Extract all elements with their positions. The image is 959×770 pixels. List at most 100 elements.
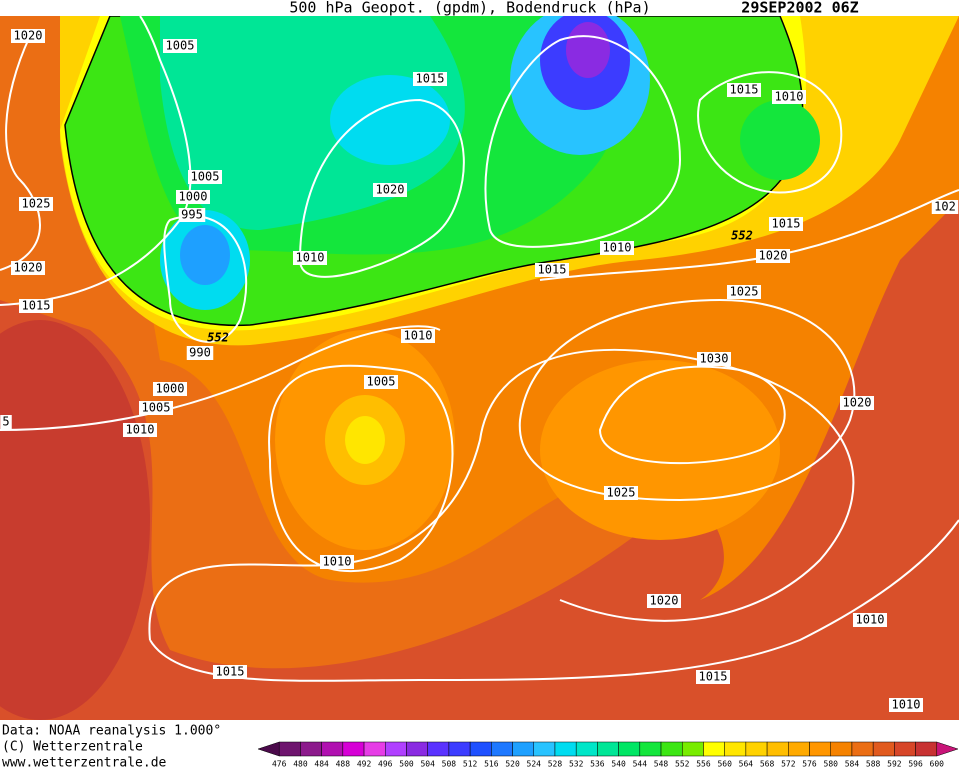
colorbar-label: 596	[908, 760, 923, 769]
colorbar-swatch	[660, 741, 683, 757]
label-box	[600, 241, 634, 255]
isobar-label: 1025	[730, 285, 759, 299]
footer-url: www.wetterzentrale.de	[2, 756, 167, 770]
label-box	[697, 352, 731, 366]
colorbar-swatch	[872, 741, 895, 757]
isobar-label: 1025	[607, 486, 636, 500]
isobar-label: 1020	[650, 594, 679, 608]
colorbar-swatch	[809, 741, 831, 757]
isobar-label: 1020	[376, 183, 405, 197]
colorbar-arrow	[936, 741, 959, 757]
colorbar-swatch	[575, 741, 598, 757]
colorbar-label: 500	[399, 760, 414, 769]
isobar-label: 1015	[22, 299, 51, 313]
isobar-label: 1015	[730, 83, 759, 97]
colorbar: 476 480 484 488 492 496 500 504 508 512 516 520 524 5…	[257, 741, 959, 769]
footer-source: Data: NOAA reanalysis 1.000°	[2, 724, 221, 739]
label-box	[756, 249, 790, 263]
label-box	[401, 329, 435, 343]
colorbar-label: 600	[930, 760, 945, 769]
colorbar-swatch	[597, 741, 619, 757]
colorbar-swatch	[745, 741, 768, 757]
colorbar-swatch	[830, 741, 853, 757]
colorbar-label: 476	[272, 760, 287, 769]
isobar-label: 1005	[142, 401, 171, 415]
colorbar-label: 580	[824, 760, 839, 769]
colorbar-swatch	[300, 741, 322, 757]
colorbar-label: 572	[781, 760, 796, 769]
colorbar-label: 588	[866, 760, 881, 769]
colorbar-swatch	[342, 741, 365, 757]
isobar-label: 1000	[179, 190, 208, 204]
colorbar-swatch	[554, 741, 577, 757]
colorbar-label: 536	[590, 760, 605, 769]
colorbar-label: 540	[611, 760, 626, 769]
isobar-label: 1015	[538, 263, 567, 277]
colorbar-swatch	[639, 741, 662, 757]
label-box	[647, 594, 681, 608]
label-box	[188, 170, 222, 184]
label-box	[178, 208, 206, 222]
colorbar-swatch	[406, 741, 428, 757]
colorbar-label: 520	[505, 760, 520, 769]
label-box	[11, 29, 45, 43]
label-box	[889, 698, 923, 712]
colorbar-label: 516	[484, 760, 499, 769]
colorbar-swatch	[681, 741, 704, 757]
label-box	[769, 217, 803, 231]
label-box	[139, 401, 173, 415]
colorbar-swatch	[469, 741, 492, 757]
isobar-label: 1015	[216, 665, 245, 679]
map-date: 29SEP2002 06Z	[741, 0, 858, 17]
colorbar-label: 492	[357, 760, 372, 769]
isobar-label: 1015	[699, 670, 728, 684]
label-box	[413, 72, 447, 86]
header-band	[0, 0, 959, 16]
colorbar-swatch	[533, 741, 556, 757]
isobar-label: 1020	[14, 261, 43, 275]
colorbar-label: 576	[802, 760, 817, 769]
colorbar-swatch	[703, 741, 725, 757]
label-box	[840, 396, 874, 410]
colorbar-swatch	[512, 741, 535, 757]
colorbar-label: 488	[336, 760, 351, 769]
isobar-label: 1010	[775, 90, 804, 104]
colorbar-label: 504	[420, 760, 435, 769]
label-box	[373, 183, 407, 197]
isobar-label: 1010	[404, 329, 433, 343]
label-box	[0, 415, 12, 429]
colorbar-label: 484	[314, 760, 329, 769]
isobar-label: 1025	[22, 197, 51, 211]
isobar-label: 1020	[14, 29, 43, 43]
isobar-label: 1005	[367, 375, 396, 389]
colorbar-swatch	[766, 741, 789, 757]
label-box	[19, 299, 53, 313]
colorbar-swatch	[618, 741, 641, 757]
label-box	[11, 261, 45, 275]
label-box	[772, 90, 806, 104]
isobar-label: 1015	[772, 217, 801, 231]
colorbar-label: 524	[527, 760, 542, 769]
label-box	[176, 190, 210, 204]
colorbar-swatch	[278, 741, 301, 757]
isobar-label: 1015	[416, 72, 445, 86]
colorbar-label: 556	[696, 760, 711, 769]
isobar-label: 1000	[156, 382, 185, 396]
label-box	[727, 285, 761, 299]
label-box	[727, 83, 761, 97]
colorbar-label: 592	[887, 760, 902, 769]
isobar-label: 1005	[166, 39, 195, 53]
isobar-label: 552	[731, 229, 753, 243]
colorbar-swatch	[427, 741, 450, 757]
colorbar-label: 528	[548, 760, 563, 769]
colorbar-swatch	[321, 741, 344, 757]
isobar-label: 1005	[191, 170, 220, 184]
label-box	[186, 346, 214, 360]
isobar-label: 552	[207, 331, 229, 345]
colorbar-label: 508	[442, 760, 457, 769]
colorbar-label: 544	[633, 760, 648, 769]
label-box	[19, 197, 53, 211]
label-box	[293, 251, 327, 265]
